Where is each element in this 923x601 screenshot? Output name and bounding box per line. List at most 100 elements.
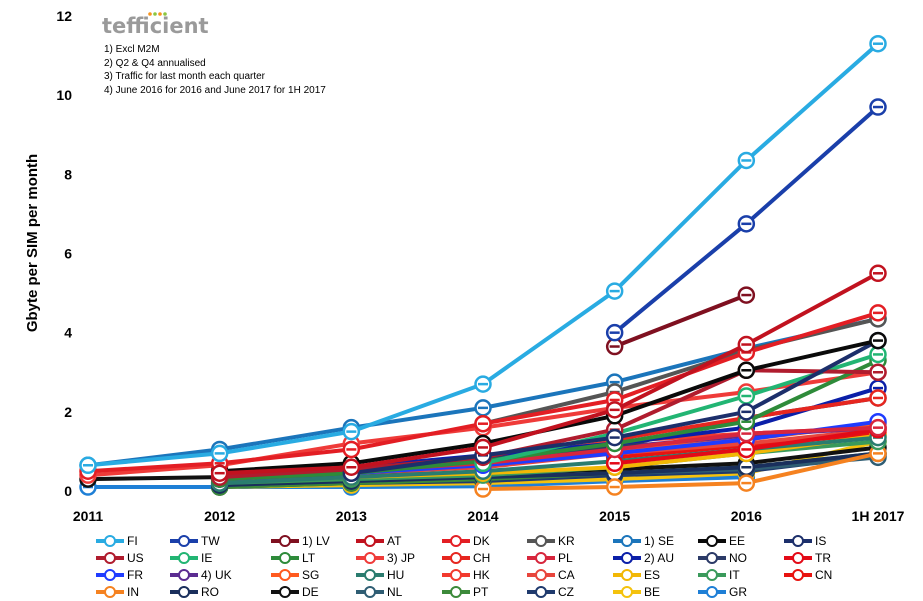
legend-label: KR	[558, 534, 575, 548]
legend-label: TW	[201, 534, 220, 548]
legend-marker	[178, 552, 190, 564]
legend-label: RO	[201, 585, 219, 599]
y-tick-label: 8	[64, 166, 72, 182]
series-line	[217, 271, 880, 476]
legend-label: IE	[201, 551, 212, 565]
note-2: 2) Q2 & Q4 annualised	[104, 58, 206, 69]
legend-label: LT	[302, 551, 316, 565]
legend-label: HU	[387, 568, 404, 582]
legend-label: AT	[387, 534, 402, 548]
legend-item: TW	[170, 534, 220, 548]
brand-dot	[153, 12, 157, 16]
series-line	[217, 358, 880, 482]
legend-label: NO	[729, 551, 747, 565]
legend-label: CA	[558, 568, 575, 582]
legend-label: PT	[473, 585, 489, 599]
legend-item: CH	[442, 551, 490, 565]
series-fi	[79, 34, 887, 475]
legend-label: 4) UK	[201, 568, 232, 582]
legend-label: CZ	[558, 585, 574, 599]
legend-item: DE	[271, 585, 319, 599]
legend-marker	[279, 569, 291, 581]
brand-dots-icon	[148, 12, 167, 16]
legend-item: IT	[698, 568, 740, 582]
note-3: 3) Traffic for last month each quarter	[104, 71, 266, 82]
legend-item: LT	[271, 551, 316, 565]
legend-marker	[792, 552, 804, 564]
legend-label: CH	[473, 551, 490, 565]
legend-label: 1) LV	[302, 534, 330, 548]
legend-label: IT	[729, 568, 740, 582]
legend-item: GR	[698, 585, 747, 599]
chart-series	[79, 34, 887, 498]
legend-label: HK	[473, 568, 490, 582]
chart-legend: FI TW 1) LV AT DK KR 1) SE EE IS US IE LT 3) JP CH PL 2…	[96, 534, 832, 599]
legend-label: TR	[815, 551, 831, 565]
y-tick-label: 10	[56, 87, 72, 103]
chart-axes: 0 2 4 6 8 10 12 2011 2012 2013 2014 2015 2016 1H 2017	[56, 8, 904, 524]
legend-marker	[621, 535, 633, 547]
legend-label: IS	[815, 534, 826, 548]
series-1-lv	[605, 286, 756, 356]
y-tick-label: 2	[64, 404, 72, 420]
legend-label: 2) AU	[644, 551, 674, 565]
legend-marker	[706, 552, 718, 564]
legend-marker	[279, 586, 291, 598]
legend-item: ES	[613, 568, 660, 582]
legend-item: CN	[784, 568, 832, 582]
series-line	[217, 368, 880, 480]
x-tick-label: 1H 2017	[852, 508, 905, 524]
legend-item: HK	[442, 568, 490, 582]
legend-label: NL	[387, 585, 403, 599]
y-tick-label: 4	[64, 325, 72, 341]
legend-marker	[450, 535, 462, 547]
brand-logo-text: tefficient	[102, 14, 209, 38]
legend-marker	[104, 552, 116, 564]
legend-item: EE	[698, 534, 745, 548]
legend-item: IS	[784, 534, 826, 548]
legend-item: IE	[170, 551, 212, 565]
y-tick-label: 12	[56, 8, 72, 24]
legend-label: IN	[127, 585, 139, 599]
y-tick-label: 6	[64, 246, 72, 262]
legend-item: TR	[784, 551, 831, 565]
legend-label: FR	[127, 568, 143, 582]
legend-marker	[364, 569, 376, 581]
legend-marker	[279, 535, 291, 547]
x-tick-label: 2014	[467, 508, 498, 524]
legend-marker	[535, 552, 547, 564]
legend-marker	[535, 586, 547, 598]
legend-label: DK	[473, 534, 490, 548]
legend-marker	[621, 586, 633, 598]
legend-marker	[178, 569, 190, 581]
legend-marker	[535, 569, 547, 581]
legend-label: CN	[815, 568, 832, 582]
legend-marker	[364, 586, 376, 598]
legend-marker	[104, 586, 116, 598]
legend-item: SG	[271, 568, 319, 582]
legend-marker	[450, 569, 462, 581]
legend-marker	[706, 586, 718, 598]
legend-item: NL	[356, 585, 403, 599]
legend-label: DE	[302, 585, 319, 599]
legend-item: 1) LV	[271, 534, 330, 548]
legend-item: KR	[527, 534, 575, 548]
legend-item: RO	[170, 585, 219, 599]
legend-marker	[706, 535, 718, 547]
legend-item: 3) JP	[356, 551, 415, 565]
legend-item: FR	[96, 568, 143, 582]
y-tick-label: 0	[64, 483, 72, 499]
legend-marker	[450, 586, 462, 598]
legend-marker	[535, 535, 547, 547]
legend-label: FI	[127, 534, 138, 548]
series-at	[210, 264, 887, 482]
legend-item: PT	[442, 585, 489, 599]
legend-label: ES	[644, 568, 660, 582]
legend-marker	[364, 552, 376, 564]
chart-notes: tefficient 1) Excl M2M 2) Q2 & Q4 annual…	[102, 12, 326, 96]
legend-marker	[792, 535, 804, 547]
x-tick-label: 2011	[73, 508, 104, 524]
y-axis-label: Gbyte per SIM per month	[24, 154, 41, 332]
legend-item: NO	[698, 551, 747, 565]
legend-item: AT	[356, 534, 402, 548]
